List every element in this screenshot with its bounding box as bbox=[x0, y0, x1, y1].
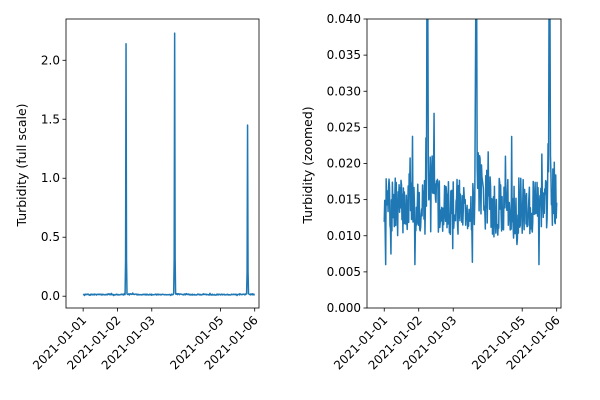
y-tick-label: 0.025 bbox=[327, 120, 361, 134]
series-group bbox=[82, 32, 256, 297]
y-tick-label: 0.005 bbox=[327, 265, 361, 279]
turbidity-series-line bbox=[82, 32, 256, 297]
plot-frame bbox=[65, 18, 260, 309]
chart-full-scale: Turbidity (full scale) 0.00.51.01.52.020… bbox=[14, 18, 261, 372]
y-tick-label: 0.035 bbox=[327, 48, 361, 62]
y-tick-label: 0.030 bbox=[327, 84, 361, 98]
chart-zoomed: Turbidity (zoomed) 0.000 0.005 0.010 0.015 0… bbox=[300, 12, 563, 372]
y-tick-label: 0.5 bbox=[41, 230, 60, 244]
y-tick-label: 0.015 bbox=[327, 193, 361, 207]
y-tick-label: 0.000 bbox=[327, 301, 361, 315]
y-tick-label: 1.5 bbox=[41, 112, 60, 126]
series-group bbox=[383, 19, 558, 266]
turbidity-series-line bbox=[383, 19, 558, 266]
y-axis-label: Turbidity (full scale) bbox=[14, 103, 29, 227]
plot-frame bbox=[366, 18, 562, 309]
y-tick-label: 2.0 bbox=[41, 53, 60, 67]
y-tick-label: 0.0 bbox=[41, 289, 60, 303]
tick-group: 0.00.51.01.52.02021-01-012021-01-022021-… bbox=[30, 53, 261, 372]
y-tick-label: 0.010 bbox=[327, 229, 361, 243]
y-tick-label: 0.020 bbox=[327, 157, 361, 171]
y-tick-label: 1.0 bbox=[41, 171, 60, 185]
y-tick-label: 0.040 bbox=[327, 12, 361, 26]
y-axis-label: Turbidity (zoomed) bbox=[300, 106, 315, 224]
